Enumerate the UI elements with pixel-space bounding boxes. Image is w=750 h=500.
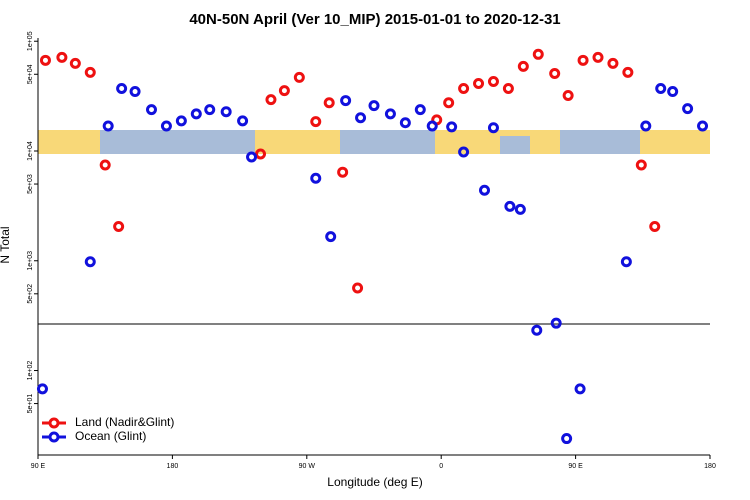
point (160, 120, 172, 132)
point (39, 54, 51, 66)
point (399, 117, 411, 129)
point (577, 54, 589, 66)
point (502, 82, 514, 94)
point (384, 108, 396, 120)
point (265, 94, 277, 106)
point (340, 95, 352, 107)
x-tick-label: 90 E (568, 463, 583, 470)
point (414, 104, 426, 116)
legend-marker (48, 417, 60, 429)
point (246, 151, 258, 163)
x-tick-label: 180 (167, 463, 179, 470)
legend-marker (48, 431, 60, 443)
point (220, 106, 232, 118)
point (56, 51, 68, 63)
x-tick-label: 90 E (31, 463, 46, 470)
legend-label: Land (Nadir&Glint) (75, 415, 174, 429)
point (99, 159, 111, 171)
point (635, 159, 647, 171)
point (487, 122, 499, 134)
point (352, 282, 364, 294)
y-tick-label: 1e+04 (27, 141, 34, 161)
point (458, 146, 470, 158)
point (190, 108, 202, 120)
point (368, 100, 380, 112)
point (667, 86, 679, 98)
point (592, 51, 604, 63)
point (116, 82, 128, 94)
point (479, 184, 491, 196)
point (175, 115, 187, 127)
point (325, 231, 337, 243)
point (84, 66, 96, 78)
point (69, 57, 81, 69)
point (562, 90, 574, 102)
point (517, 60, 529, 72)
point (323, 97, 335, 109)
point (682, 103, 694, 115)
point (204, 104, 216, 116)
point (310, 116, 322, 128)
point (620, 256, 632, 268)
point (129, 86, 141, 98)
point (446, 121, 458, 133)
point (622, 66, 634, 78)
point (473, 77, 485, 89)
x-tick-label: 180 (704, 463, 716, 470)
point (487, 75, 499, 87)
point (443, 97, 455, 109)
point (574, 383, 586, 395)
y-tick-label: 5e+04 (27, 64, 34, 84)
legend-label: Ocean (Glint) (75, 429, 146, 443)
point (649, 221, 661, 233)
point (337, 166, 349, 178)
point (549, 68, 561, 80)
y-tick-label: 1e+02 (27, 361, 34, 381)
point (514, 203, 526, 215)
map-land (100, 130, 640, 154)
x-tick-label: 0 (439, 463, 443, 470)
point (113, 221, 125, 233)
point (655, 82, 667, 94)
point (561, 433, 573, 445)
point (145, 104, 157, 116)
x-tick-label: 90 W (299, 463, 316, 470)
point (84, 256, 96, 268)
point (640, 120, 652, 132)
point (310, 172, 322, 184)
point (293, 71, 305, 83)
y-tick-label: 5e+01 (27, 394, 34, 414)
y-tick-label: 1e+03 (27, 251, 34, 271)
point (504, 200, 516, 212)
point (278, 85, 290, 97)
point (36, 383, 48, 395)
point (531, 324, 543, 336)
x-axis-label: Longitude (deg E) (327, 475, 422, 489)
point (458, 82, 470, 94)
point (697, 120, 709, 132)
point (355, 112, 367, 124)
point (532, 48, 544, 60)
y-tick-label: 5e+02 (27, 284, 34, 304)
point (102, 120, 114, 132)
point (237, 115, 249, 127)
point (426, 120, 438, 132)
y-tick-label: 1e+05 (27, 31, 34, 51)
point (607, 57, 619, 69)
chart-title: 40N-50N April (Ver 10_MIP) 2015-01-01 to… (189, 11, 560, 28)
point (550, 317, 562, 329)
y-tick-label: 5e+03 (27, 174, 34, 194)
point (255, 148, 267, 160)
y-axis-label: N Total (0, 226, 12, 263)
